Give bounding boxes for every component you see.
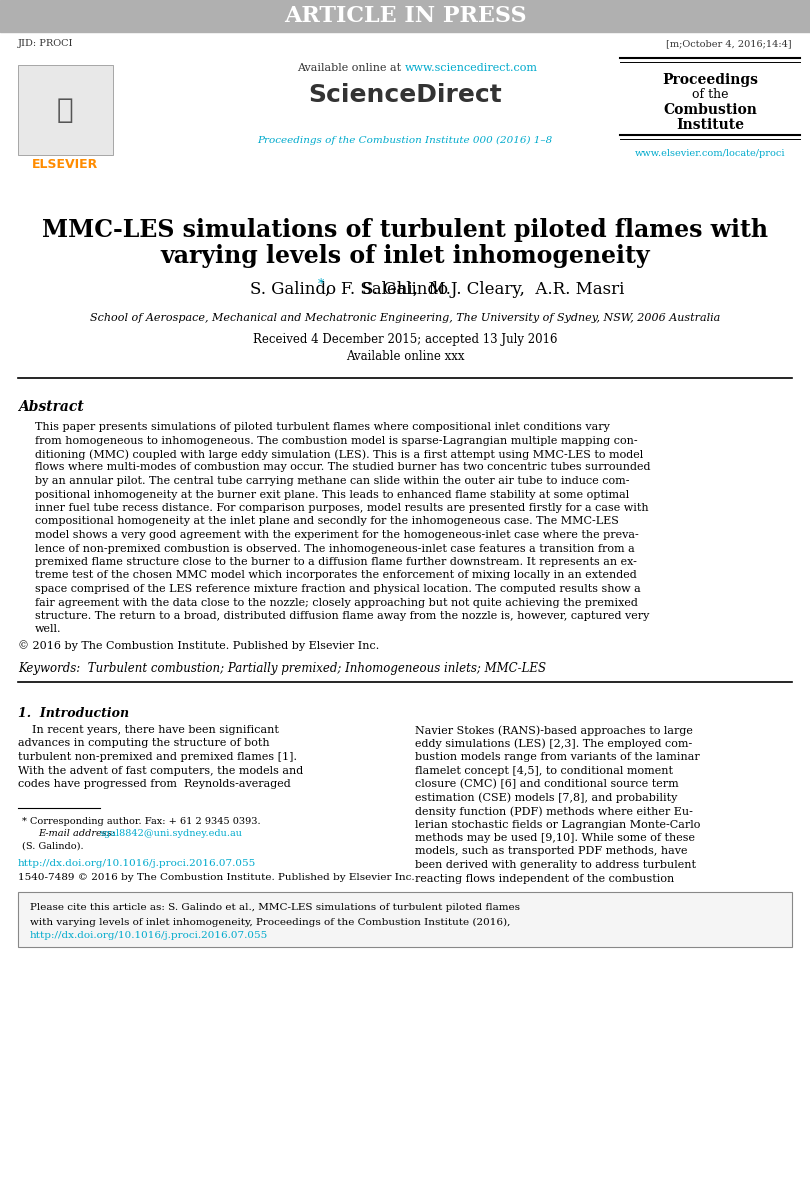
Text: School of Aerospace, Mechanical and Mechatronic Engineering, The University of S: School of Aerospace, Mechanical and Mech…: [90, 313, 720, 323]
Text: Combustion: Combustion: [663, 103, 757, 116]
Text: *: *: [318, 278, 324, 292]
Text: S. Galindo*,  F. Salehi,  M.J. Cleary,  A.R. Masri: S. Galindo*, F. Salehi, M.J. Cleary, A.R…: [336, 282, 730, 299]
Text: Received 4 December 2015; accepted 13 July 2016: Received 4 December 2015; accepted 13 Ju…: [253, 334, 557, 347]
Text: of the: of the: [692, 89, 728, 102]
Text: closure (CMC) [6] and conditional source term: closure (CMC) [6] and conditional source…: [415, 779, 679, 790]
Text: ARTICLE IN PRESS: ARTICLE IN PRESS: [284, 5, 526, 26]
Text: * Corresponding author. Fax: + 61 2 9345 0393.: * Corresponding author. Fax: + 61 2 9345…: [22, 817, 261, 827]
Text: Proceedings of the Combustion Institute 000 (2016) 1–8: Proceedings of the Combustion Institute …: [258, 136, 552, 144]
Text: With the advent of fast computers, the models and: With the advent of fast computers, the m…: [18, 766, 303, 775]
Text: S. Galindo: S. Galindo: [250, 282, 336, 299]
Text: been derived with generality to address turbulent: been derived with generality to address …: [415, 860, 696, 870]
Text: well.: well.: [35, 624, 62, 635]
Text: http://dx.doi.org/10.1016/j.proci.2016.07.055: http://dx.doi.org/10.1016/j.proci.2016.0…: [30, 931, 268, 941]
Text: positional inhomogeneity at the burner exit plane. This leads to enhanced flame : positional inhomogeneity at the burner e…: [35, 490, 629, 499]
Text: 1.  Introduction: 1. Introduction: [18, 707, 129, 720]
Text: S. Galindo: S. Galindo: [362, 282, 448, 299]
Text: ELSEVIER: ELSEVIER: [32, 158, 98, 172]
Text: model shows a very good agreement with the experiment for the homogeneous-inlet : model shows a very good agreement with t…: [35, 530, 639, 540]
Bar: [0, 0, 810, 32]
Text: by an annular pilot. The central tube carrying methane can slide within the oute: by an annular pilot. The central tube ca…: [35, 476, 629, 486]
Text: flows where multi-modes of combustion may occur. The studied burner has two conc: flows where multi-modes of combustion ma…: [35, 462, 650, 473]
FancyBboxPatch shape: [18, 892, 792, 947]
Text: 1540-7489 © 2016 by The Combustion Institute. Published by Elsevier Inc.: 1540-7489 © 2016 by The Combustion Insti…: [18, 872, 415, 882]
Text: compositional homogeneity at the inlet plane and secondly for the inhomogeneous : compositional homogeneity at the inlet p…: [35, 516, 619, 527]
Text: varying levels of inlet inhomogeneity: varying levels of inlet inhomogeneity: [160, 244, 650, 268]
Text: methods may be used [9,10]. While some of these: methods may be used [9,10]. While some o…: [415, 833, 695, 842]
Text: Keywords:  Turbulent combustion; Partially premixed; Inhomogeneous inlets; MMC-L: Keywords: Turbulent combustion; Partiall…: [18, 662, 546, 674]
Text: reacting flows independent of the combustion: reacting flows independent of the combus…: [415, 874, 674, 883]
Text: codes have progressed from  Reynolds-averaged: codes have progressed from Reynolds-aver…: [18, 779, 291, 790]
Text: http://dx.doi.org/10.1016/j.proci.2016.07.055: http://dx.doi.org/10.1016/j.proci.2016.0…: [18, 859, 256, 869]
Text: structure. The return to a broad, distributed diffusion flame away from the nozz: structure. The return to a broad, distri…: [35, 611, 650, 622]
Text: Institute: Institute: [676, 118, 744, 132]
Text: (S. Galindo).: (S. Galindo).: [22, 841, 83, 851]
Text: E-mail address:: E-mail address:: [38, 829, 115, 839]
Text: from homogeneous to inhomogeneous. The combustion model is sparse-Lagrangian mul: from homogeneous to inhomogeneous. The c…: [35, 436, 637, 445]
Text: models, such as transported PDF methods, have: models, such as transported PDF methods,…: [415, 846, 688, 857]
Text: Available online at: Available online at: [297, 62, 405, 73]
Text: MMC-LES simulations of turbulent piloted flames with: MMC-LES simulations of turbulent piloted…: [42, 218, 768, 242]
Text: turbulent non-premixed and premixed flames [1].: turbulent non-premixed and premixed flam…: [18, 752, 297, 762]
Text: ScienceDirect: ScienceDirect: [308, 83, 502, 107]
Text: ,  F. Salehi,  M.J. Cleary,  A.R. Masri: , F. Salehi, M.J. Cleary, A.R. Masri: [325, 282, 625, 299]
Text: Available online xxx: Available online xxx: [346, 349, 464, 362]
Text: © 2016 by The Combustion Institute. Published by Elsevier Inc.: © 2016 by The Combustion Institute. Publ…: [18, 640, 379, 650]
Text: premixed flame structure close to the burner to a diffusion flame further downst: premixed flame structure close to the bu…: [35, 557, 637, 566]
Text: estimation (CSE) models [7,8], and probability: estimation (CSE) models [7,8], and proba…: [415, 792, 677, 803]
Text: lence of non-premixed combustion is observed. The inhomogeneous-inlet case featu: lence of non-premixed combustion is obse…: [35, 544, 635, 553]
Text: inner fuel tube recess distance. For comparison purposes, model results are pres: inner fuel tube recess distance. For com…: [35, 503, 649, 514]
Text: Please cite this article as: S. Galindo et al., MMC-LES simulations of turbulent: Please cite this article as: S. Galindo …: [30, 904, 520, 912]
Text: bustion models range from variants of the laminar: bustion models range from variants of th…: [415, 752, 700, 762]
Text: treme test of the chosen MMC model which incorporates the enforcement of mixing : treme test of the chosen MMC model which…: [35, 570, 637, 581]
Text: ditioning (MMC) coupled with large eddy simulation (LES). This is a first attemp: ditioning (MMC) coupled with large eddy …: [35, 449, 643, 460]
Text: with varying levels of inlet inhomogeneity, Proceedings of the Combustion Instit: with varying levels of inlet inhomogenei…: [30, 918, 510, 926]
Text: Abstract: Abstract: [18, 400, 83, 414]
Text: fair agreement with the data close to the nozzle; closely approaching but not qu: fair agreement with the data close to th…: [35, 598, 638, 607]
Text: lerian stochastic fields or Lagrangian Monte-Carlo: lerian stochastic fields or Lagrangian M…: [415, 820, 701, 829]
Text: www.sciencedirect.com: www.sciencedirect.com: [405, 62, 538, 73]
Text: space comprised of the LES reference mixture fraction and physical location. The: space comprised of the LES reference mix…: [35, 584, 641, 594]
Text: JID: PROCI: JID: PROCI: [18, 40, 74, 48]
Text: eddy simulations (LES) [2,3]. The employed com-: eddy simulations (LES) [2,3]. The employ…: [415, 738, 693, 749]
Text: flamelet concept [4,5], to conditional moment: flamelet concept [4,5], to conditional m…: [415, 766, 673, 775]
Text: This paper presents simulations of piloted turbulent flames where compositional : This paper presents simulations of pilot…: [35, 422, 610, 432]
Text: In recent years, there have been significant: In recent years, there have been signifi…: [18, 725, 279, 734]
Text: 🌳: 🌳: [57, 96, 74, 124]
Text: [m;October 4, 2016;14:4]: [m;October 4, 2016;14:4]: [667, 40, 792, 48]
Text: Proceedings: Proceedings: [662, 73, 758, 86]
Bar: [18, 65, 113, 155]
Text: sgal8842@uni.sydney.edu.au: sgal8842@uni.sydney.edu.au: [100, 829, 243, 839]
Text: density function (PDF) methods where either Eu-: density function (PDF) methods where eit…: [415, 806, 693, 816]
Text: advances in computing the structure of both: advances in computing the structure of b…: [18, 738, 270, 749]
Text: www.elsevier.com/locate/proci: www.elsevier.com/locate/proci: [635, 149, 785, 157]
Text: Navier Stokes (RANS)-based approaches to large: Navier Stokes (RANS)-based approaches to…: [415, 725, 693, 736]
